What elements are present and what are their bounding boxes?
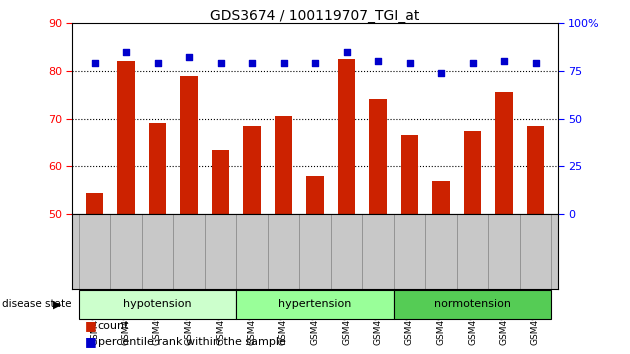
Point [341,49,352,55]
Bar [149,123,166,214]
Point [499,58,509,64]
Text: hypertension: hypertension [278,299,352,309]
Text: ■: ■ [85,319,97,332]
Point [404,60,415,66]
Point [247,60,257,66]
Point [184,55,194,60]
Point [278,60,289,66]
Bar [432,181,450,214]
Bar [338,59,355,214]
Bar [243,126,261,214]
Point [121,49,131,55]
Bar [369,99,387,214]
Bar [212,150,229,214]
Text: hypotension: hypotension [123,299,192,309]
Bar [180,75,198,214]
Text: percentile rank within the sample: percentile rank within the sample [98,337,285,347]
Text: disease state: disease state [2,299,71,309]
Bar [495,92,513,214]
Bar [86,193,103,214]
Point [373,58,383,64]
Point [310,60,320,66]
Text: ■: ■ [85,335,97,348]
Point [89,60,100,66]
Point [215,60,226,66]
Bar [527,126,544,214]
Bar [117,61,135,214]
Bar [401,135,418,214]
Bar [306,176,324,214]
FancyBboxPatch shape [394,290,551,319]
Text: GDS3674 / 100119707_TGI_at: GDS3674 / 100119707_TGI_at [210,9,420,23]
Text: count: count [98,321,129,331]
Point [467,60,478,66]
FancyBboxPatch shape [236,290,394,319]
Bar [275,116,292,214]
Point [436,70,446,75]
Point [152,60,163,66]
Text: ▶: ▶ [54,299,62,309]
FancyBboxPatch shape [79,290,236,319]
Text: normotension: normotension [434,299,511,309]
Bar [464,131,481,214]
Point [530,60,541,66]
